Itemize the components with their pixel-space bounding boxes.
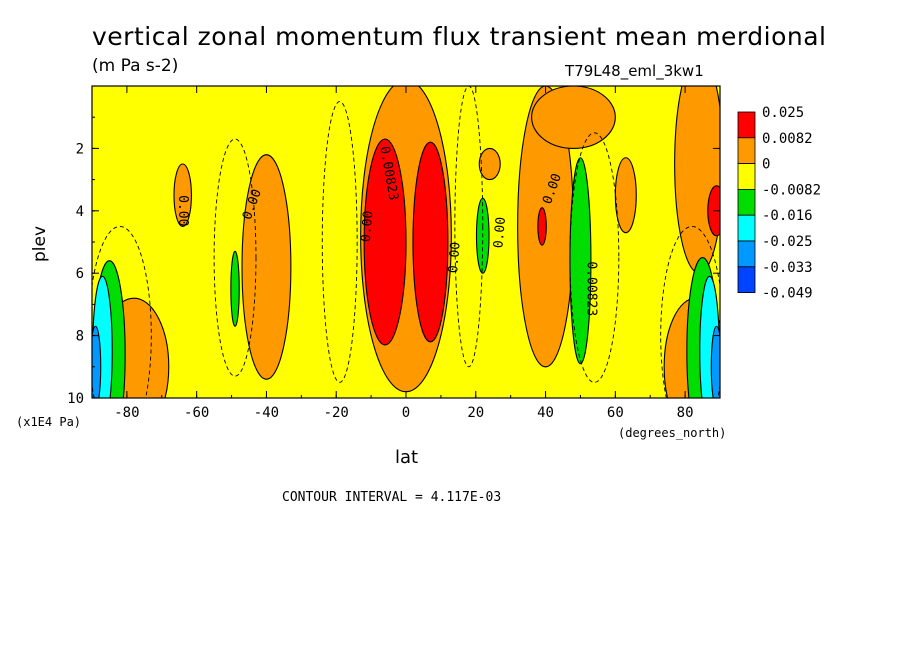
legend-label: -0.0082 xyxy=(762,182,821,198)
chart-units: (m Pa s-2) xyxy=(92,56,179,76)
y-axis-ticks: 2 4 6 8 10 xyxy=(67,116,720,407)
x-tick-label: 80 xyxy=(677,405,694,421)
contour-label: 0.00 xyxy=(491,216,509,249)
negative-contour-lines xyxy=(92,86,720,398)
dashed-contour-2 xyxy=(454,86,484,368)
legend-label: 0.025 xyxy=(762,105,804,121)
x-tick-label: 40 xyxy=(537,405,554,421)
contour-region-5 xyxy=(531,86,616,149)
legend-swatch xyxy=(737,111,756,139)
x-tick-label: -40 xyxy=(254,405,279,421)
x-tick-label: -80 xyxy=(114,405,139,421)
x-tick-label: -60 xyxy=(184,405,209,421)
y-axis-units: (x1E4 Pa) xyxy=(16,415,82,429)
contour-region-9 xyxy=(478,147,501,181)
y-tick-label: 4 xyxy=(76,204,84,220)
legend-swatch xyxy=(737,163,756,190)
y-tick-label: 10 xyxy=(67,391,84,407)
dashed-contour-4 xyxy=(92,225,152,398)
y-axis-label: plev xyxy=(30,225,50,262)
contour-label: 0.00 xyxy=(446,241,464,274)
contour-region-11 xyxy=(412,141,449,343)
contour-region-7 xyxy=(674,86,720,274)
legend-label: -0.033 xyxy=(762,260,813,276)
x-tick-label: -20 xyxy=(324,405,349,421)
y-tick-label: 6 xyxy=(76,266,84,282)
x-tick-label: 0 xyxy=(402,405,410,421)
contour-region-1 xyxy=(241,154,292,380)
contour-regions xyxy=(92,86,720,398)
x-axis-label: lat xyxy=(395,447,419,468)
contour-label: 0.00 xyxy=(359,210,377,243)
contour-label: 0.00823 xyxy=(583,261,598,316)
contour-label: 0.00 xyxy=(175,195,190,226)
legend-label: -0.049 xyxy=(762,286,813,302)
contour-interval: CONTOUR INTERVAL = 4.117E-03 xyxy=(282,490,502,505)
color-legend: 0.025 0.0082 0 -0.0082 -0.016 -0.025 -0.033 -0.… xyxy=(737,105,821,302)
legend-label: 0 xyxy=(762,157,770,173)
legend-swatch xyxy=(737,214,756,242)
x-tick-label: 20 xyxy=(467,405,484,421)
chart-title: vertical zonal momentum flux transient m… xyxy=(92,22,827,51)
y-tick-label: 8 xyxy=(76,329,84,345)
y-tick-label: 2 xyxy=(76,141,84,157)
dashed-contour-3 xyxy=(569,132,620,383)
legend-swatch xyxy=(737,188,756,216)
x-tick-label: 60 xyxy=(607,405,624,421)
dashed-contour-0 xyxy=(213,138,257,377)
legend-label: 0.0082 xyxy=(762,131,813,147)
contour-region-2 xyxy=(173,163,192,227)
legend-label: -0.016 xyxy=(762,208,813,224)
legend-swatch xyxy=(737,137,756,165)
legend-swatch xyxy=(737,266,756,293)
contour-region-6 xyxy=(614,157,637,234)
dashed-contour-1 xyxy=(321,101,358,383)
x-axis-units: (degrees_north) xyxy=(618,426,727,440)
run-id: T79L48_eml_3kw1 xyxy=(565,62,704,80)
x-axis-ticks: -80 -60 -40 -20 0 20 40 60 80 xyxy=(91,86,721,421)
contour-region-12 xyxy=(537,207,547,246)
legend-swatch xyxy=(737,240,756,268)
contour-region-10 xyxy=(363,138,407,346)
contour-region-16 xyxy=(569,157,592,365)
contour-region-22 xyxy=(710,325,720,398)
contour-region-21 xyxy=(92,325,102,398)
contour-region-14 xyxy=(230,250,240,327)
legend-label: -0.025 xyxy=(762,234,813,250)
